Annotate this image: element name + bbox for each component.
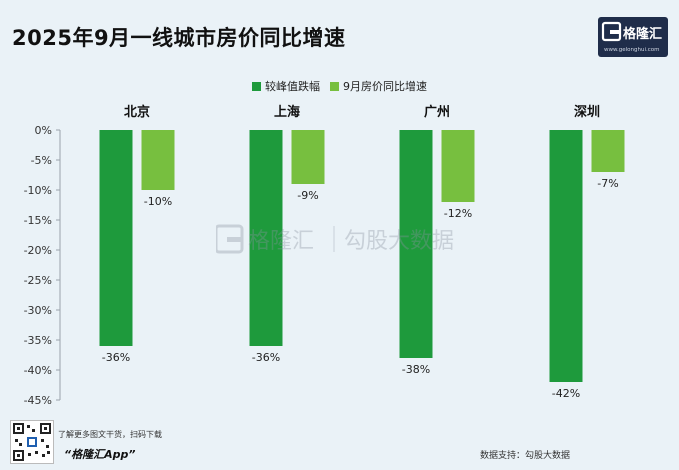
legend-swatch-yoy (330, 81, 339, 91)
qr-code (10, 420, 54, 464)
bar-decline (99, 130, 133, 346)
legend-label-decline: 较峰值跌幅 (265, 80, 320, 93)
data-label: -36% (252, 351, 280, 364)
logo-url: www.gelonghui.com (604, 47, 659, 53)
y-tick-label: -45% (24, 394, 52, 407)
legend: 较峰值跌幅 9月房价同比增速 (0, 78, 679, 94)
bar-yoy (441, 130, 475, 202)
data-source: 数据支持：勾股大数据 (480, 451, 571, 461)
category-label: 广州 (424, 104, 450, 120)
gelonghui-logo: 格隆汇 www.gelonghui.com (598, 17, 668, 57)
data-label: -10% (144, 195, 172, 208)
data-label: -36% (102, 351, 130, 364)
y-tick-label: -15% (24, 214, 52, 227)
data-label: -42% (552, 387, 580, 400)
y-tick-label: -30% (24, 304, 52, 317)
y-tick-label: 0% (35, 124, 52, 137)
bar-yoy (141, 130, 175, 190)
legend-label-yoy: 9月房价同比增速 (343, 80, 427, 93)
data-label: -9% (297, 189, 318, 202)
y-tick-label: -35% (24, 334, 52, 347)
app-name: “格隆汇App” (64, 448, 136, 461)
bar-yoy (591, 130, 625, 172)
y-tick-label: -40% (24, 364, 52, 377)
category-label: 深圳 (574, 104, 600, 120)
bar-decline (399, 130, 433, 358)
category-label: 北京 (124, 104, 150, 120)
data-label: -38% (402, 363, 430, 376)
promo-text: 了解更多图文干货，扫码下载 (58, 430, 162, 439)
chart-title: 2025年9月一线城市房价同比增速 (12, 26, 346, 50)
bar-decline (249, 130, 283, 346)
legend-swatch-decline (252, 81, 261, 91)
y-tick-label: -25% (24, 274, 52, 287)
y-tick-label: -10% (24, 184, 52, 197)
category-label: 上海 (274, 104, 300, 120)
legend-item-decline: 较峰值跌幅 (252, 78, 320, 94)
bar-decline (549, 130, 583, 382)
data-label: -12% (444, 207, 472, 220)
watermark: 格隆汇 勾股大数据 (216, 224, 454, 254)
y-tick-label: -20% (24, 244, 52, 257)
logo-text: 格隆汇 (623, 26, 662, 42)
watermark-right: 勾股大数据 (344, 229, 454, 254)
bar-yoy (291, 130, 325, 184)
data-label: -7% (597, 177, 618, 190)
y-tick-label: -5% (31, 154, 52, 167)
watermark-left: 格隆汇 (248, 229, 314, 254)
legend-item-yoy: 9月房价同比增速 (330, 78, 427, 94)
